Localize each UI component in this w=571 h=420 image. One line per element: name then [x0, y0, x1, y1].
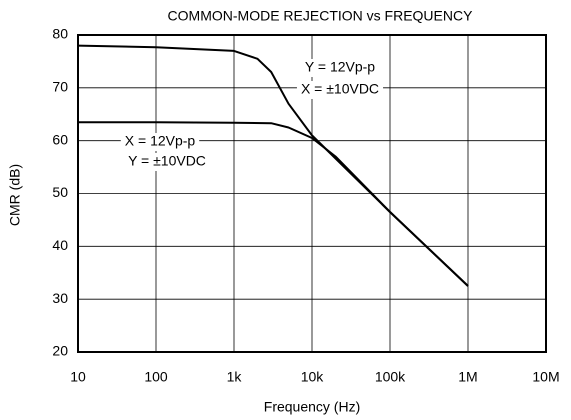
annotation: Y = 12Vp-p: [305, 59, 375, 75]
chart-title: COMMON-MODE REJECTION vs FREQUENCY: [168, 8, 474, 24]
y-tick-label: 70: [52, 79, 68, 95]
plot-frame: [77, 34, 547, 353]
annotation: Y = ±10VDC: [128, 153, 206, 169]
y-tick-label: 30: [52, 290, 68, 306]
x-tick-label: 10M: [532, 369, 559, 385]
x-tick-label: 10k: [301, 369, 325, 385]
x-axis-label: Frequency (Hz): [264, 399, 360, 415]
annotation-background: [300, 59, 380, 77]
annotation-background: [124, 153, 210, 171]
annotation: X = 12Vp-p: [125, 133, 196, 149]
x-tick-label: 1M: [458, 369, 477, 385]
y-tick-label: 40: [52, 237, 68, 253]
y-tick-label: 20: [52, 343, 68, 359]
x-tick-label: 100k: [375, 369, 406, 385]
annotation: X = ±10VDC: [301, 81, 379, 97]
y-tick-label: 80: [52, 26, 68, 42]
annotation-background: [120, 133, 200, 151]
y-tick-label: 60: [52, 131, 68, 147]
x-tick-label: 100: [144, 369, 168, 385]
y-axis-label: CMR (dB): [7, 164, 23, 226]
data-line: [78, 121, 469, 287]
x-tick-label: 10: [70, 369, 86, 385]
y-tick-label: 50: [52, 184, 68, 200]
annotation-background: [296, 81, 384, 99]
x-tick-label: 1k: [227, 369, 243, 385]
